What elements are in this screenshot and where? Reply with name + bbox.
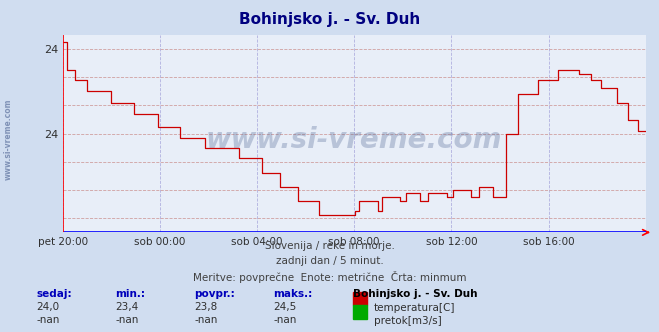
Text: www.si-vreme.com: www.si-vreme.com xyxy=(4,99,13,180)
Text: povpr.:: povpr.: xyxy=(194,289,235,299)
Text: min.:: min.: xyxy=(115,289,146,299)
Text: temperatura[C]: temperatura[C] xyxy=(374,303,455,313)
Text: Meritve: povprečne  Enote: metrične  Črta: minmum: Meritve: povprečne Enote: metrične Črta:… xyxy=(192,271,467,283)
Text: 24,5: 24,5 xyxy=(273,302,297,312)
Text: maks.:: maks.: xyxy=(273,289,313,299)
Text: 23,8: 23,8 xyxy=(194,302,217,312)
Text: -nan: -nan xyxy=(194,315,217,325)
Text: zadnji dan / 5 minut.: zadnji dan / 5 minut. xyxy=(275,256,384,266)
Text: www.si-vreme.com: www.si-vreme.com xyxy=(206,125,502,154)
Text: Bohinjsko j. - Sv. Duh: Bohinjsko j. - Sv. Duh xyxy=(239,12,420,27)
Text: pretok[m3/s]: pretok[m3/s] xyxy=(374,316,442,326)
Text: 24,0: 24,0 xyxy=(36,302,59,312)
Text: Slovenija / reke in morje.: Slovenija / reke in morje. xyxy=(264,241,395,251)
Text: -nan: -nan xyxy=(115,315,138,325)
Text: sedaj:: sedaj: xyxy=(36,289,72,299)
Bar xyxy=(353,292,367,305)
Text: -nan: -nan xyxy=(273,315,297,325)
Text: Bohinjsko j. - Sv. Duh: Bohinjsko j. - Sv. Duh xyxy=(353,289,477,299)
Bar xyxy=(353,305,367,319)
Text: -nan: -nan xyxy=(36,315,59,325)
Text: 23,4: 23,4 xyxy=(115,302,138,312)
